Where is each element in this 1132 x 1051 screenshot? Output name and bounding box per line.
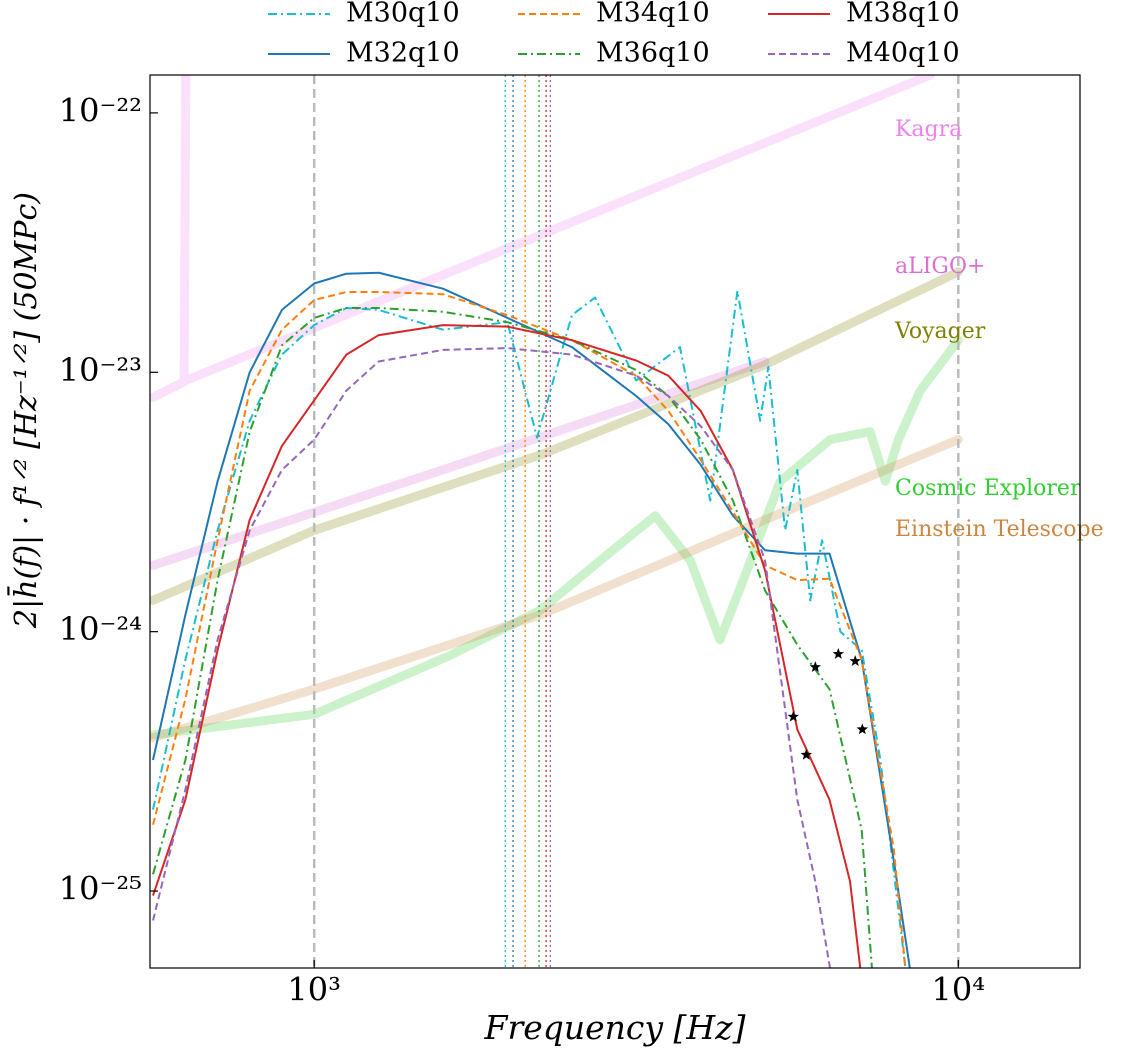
detector-curve (150, 335, 963, 740)
x-tick-label: 10⁴ (932, 971, 986, 1009)
detector-curve (150, 435, 963, 743)
legend-label: M38q10 (846, 0, 960, 29)
legend-label: M32q10 (346, 38, 460, 69)
star-marker (832, 648, 844, 659)
detector-curve (150, 267, 963, 605)
series-line (152, 289, 907, 968)
overlay: Kagra aLIGO+ Voyager Cosmic Explorer Einstei… (59, 0, 1104, 1009)
star-marker (856, 723, 869, 735)
legend-label: M34q10 (596, 0, 710, 29)
series-line (152, 271, 911, 968)
y-axis-label: 2|h̄(f)| · f¹ᐟ² [Hz⁻¹ᐟ²] (50MPc) (6, 192, 44, 629)
legend-label: M30q10 (346, 0, 460, 29)
plot-area (150, 75, 963, 968)
legend-label: M36q10 (596, 38, 710, 69)
detector-curve (150, 75, 935, 402)
x-axis-label: Frequency [Hz] (484, 1008, 746, 1047)
detector-label: Cosmic Explorer (895, 476, 1081, 501)
star-marker (849, 655, 861, 666)
plot-frame (149, 74, 1081, 969)
series-line (152, 307, 873, 968)
star-marker (809, 661, 821, 672)
star-marker (800, 748, 812, 760)
y-tick-label: 10⁻²³ (59, 351, 142, 389)
detector-label: Einstein Telescope (895, 517, 1104, 542)
series-line (152, 324, 862, 968)
series-line (152, 347, 832, 968)
detector-label: Voyager (894, 319, 986, 344)
y-tick-label: 10⁻²² (59, 91, 142, 129)
legend-label: M40q10 (846, 38, 960, 69)
detector-label: Kagra (895, 117, 962, 142)
y-tick-label: 10⁻²⁴ (59, 610, 142, 648)
y-tick-label: 10⁻²⁵ (59, 870, 142, 908)
x-tick-label: 10³ (287, 971, 341, 1009)
detector-curve (150, 357, 770, 570)
detector-label: aLIGO+ (895, 254, 985, 279)
series-line (152, 291, 907, 968)
star-marker (787, 710, 799, 722)
